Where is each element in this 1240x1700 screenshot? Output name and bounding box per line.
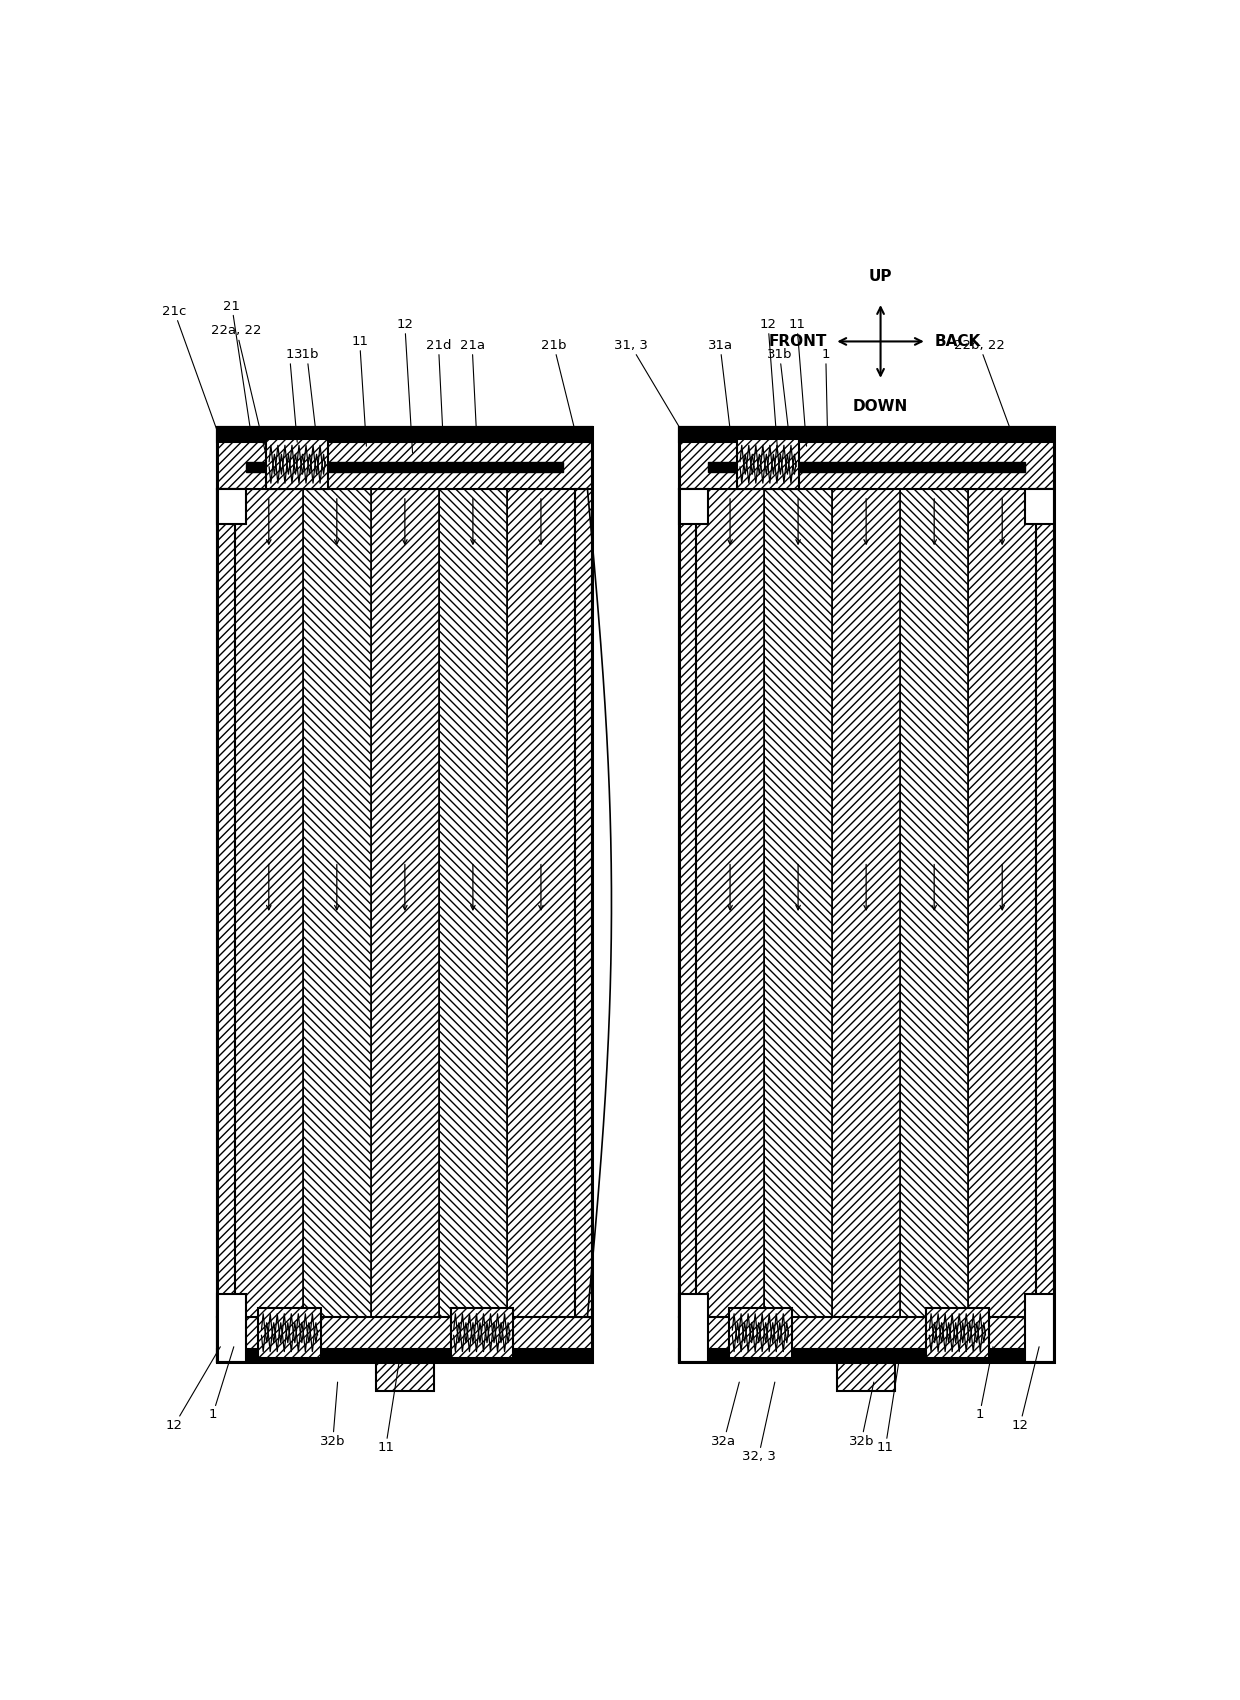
Bar: [267, 439, 329, 490]
Bar: [678, 490, 696, 1316]
Bar: [303, 490, 371, 1316]
Bar: [376, 1362, 434, 1391]
Text: 11: 11: [789, 318, 806, 445]
Text: 21: 21: [223, 299, 250, 435]
Text: 31b: 31b: [766, 348, 792, 437]
Bar: [926, 1307, 988, 1358]
Text: 1: 1: [822, 348, 830, 442]
Text: 21a: 21a: [460, 338, 485, 442]
Text: 12: 12: [397, 318, 413, 452]
Bar: [678, 1348, 1054, 1362]
Bar: [439, 490, 507, 1316]
Bar: [247, 462, 563, 473]
Text: 21b: 21b: [541, 338, 578, 442]
Text: 21c: 21c: [162, 304, 221, 440]
Text: 32b: 32b: [320, 1382, 346, 1447]
Bar: [926, 1307, 988, 1358]
Bar: [696, 490, 764, 1316]
Bar: [1037, 490, 1054, 1316]
Text: 1: 1: [285, 348, 298, 442]
Bar: [708, 462, 1024, 473]
Text: 11: 11: [377, 1357, 401, 1454]
Bar: [968, 490, 1037, 1316]
Text: 22a, 22: 22a, 22: [212, 325, 265, 452]
Text: FRONT: FRONT: [769, 333, 827, 348]
Bar: [217, 1348, 593, 1362]
Bar: [450, 1307, 513, 1358]
Bar: [258, 1307, 321, 1358]
Bar: [267, 439, 329, 490]
Bar: [837, 1362, 895, 1391]
Bar: [217, 1294, 247, 1362]
Text: 11: 11: [351, 335, 368, 445]
Text: 12: 12: [1012, 1346, 1039, 1431]
Text: UP: UP: [869, 269, 893, 284]
Bar: [575, 490, 593, 1316]
Bar: [217, 427, 593, 442]
Bar: [729, 1307, 791, 1358]
Bar: [729, 1307, 791, 1358]
Text: 32b: 32b: [848, 1382, 874, 1447]
Text: 21d: 21d: [425, 338, 451, 442]
Bar: [371, 490, 439, 1316]
Bar: [507, 490, 575, 1316]
Bar: [678, 490, 708, 524]
Text: 32a: 32a: [712, 1382, 739, 1447]
Text: 31b: 31b: [294, 348, 320, 437]
Bar: [217, 1318, 593, 1362]
Bar: [258, 1307, 321, 1358]
Bar: [729, 1307, 791, 1358]
Text: 32, 3: 32, 3: [742, 1382, 775, 1464]
Text: 31, 3: 31, 3: [614, 338, 688, 442]
Bar: [450, 1307, 513, 1358]
Text: BACK: BACK: [935, 333, 981, 348]
Bar: [737, 439, 800, 490]
Text: 12: 12: [166, 1346, 221, 1431]
Bar: [1024, 1294, 1054, 1362]
Bar: [678, 1318, 1054, 1362]
Bar: [764, 490, 832, 1316]
Bar: [234, 490, 303, 1316]
Bar: [737, 439, 800, 490]
Text: DOWN: DOWN: [853, 400, 908, 415]
Bar: [926, 1307, 988, 1358]
Bar: [737, 439, 800, 490]
Bar: [678, 427, 1054, 490]
Bar: [450, 1307, 513, 1358]
Bar: [678, 427, 1054, 1362]
Text: 12: 12: [760, 318, 777, 452]
Bar: [217, 490, 234, 1316]
Bar: [832, 490, 900, 1316]
Text: 1: 1: [208, 1346, 234, 1421]
Bar: [678, 1294, 708, 1362]
Bar: [217, 427, 593, 1362]
Bar: [1024, 490, 1054, 524]
Bar: [267, 439, 329, 490]
Text: 11: 11: [877, 1357, 900, 1454]
Text: 1: 1: [976, 1346, 993, 1421]
Bar: [258, 1307, 321, 1358]
Text: 31a: 31a: [708, 338, 733, 442]
Bar: [678, 427, 1054, 442]
Bar: [900, 490, 968, 1316]
Bar: [217, 490, 247, 524]
Text: 22b, 22: 22b, 22: [954, 338, 1016, 442]
Bar: [217, 427, 593, 490]
